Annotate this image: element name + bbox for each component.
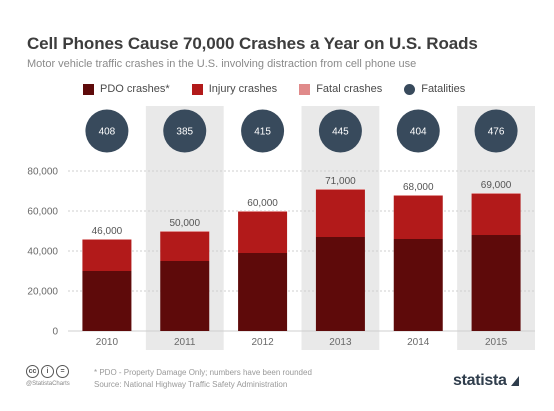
- fatalities-label: 476: [488, 127, 505, 138]
- bar-segment-fatal: [315, 189, 365, 190]
- total-data-label: 69,000: [481, 180, 512, 191]
- bar-segment-pdo: [82, 271, 132, 331]
- bar-segment-pdo: [160, 261, 210, 331]
- fatalities-label: 404: [410, 127, 427, 138]
- bar-segment-injury: [393, 195, 443, 239]
- total-data-label: 46,000: [92, 226, 123, 237]
- bar-segment-fatal: [471, 193, 521, 194]
- attribution-icon: i: [41, 365, 54, 378]
- bar-segment-fatal: [160, 231, 210, 232]
- bar-segment-injury: [238, 212, 288, 253]
- legend-swatch-injury: [191, 83, 203, 95]
- creative-commons-icon: cc: [26, 365, 39, 378]
- fatalities-circle: [474, 109, 518, 153]
- fatalities-label: 445: [332, 127, 349, 138]
- legend-swatch-pdo: [83, 83, 94, 95]
- chart-subtitle: Motor vehicle traffic crashes in the U.S…: [27, 58, 417, 70]
- fatalities-label: 408: [99, 127, 116, 138]
- legend-swatch-fatal: [299, 83, 311, 95]
- legend-item-injury: Injury crashes: [191, 83, 278, 95]
- legend-swatch-fatalities: [404, 83, 416, 95]
- bar-segment-injury: [471, 193, 521, 235]
- bar-segment-injury: [160, 231, 210, 261]
- x-tick-label: 2011: [174, 337, 196, 348]
- x-tick-label: 2013: [329, 337, 352, 348]
- x-tick-label: 2010: [96, 337, 119, 348]
- x-tick-label: 2015: [485, 337, 508, 348]
- chart-title: Cell Phones Cause 70,000 Crashes a Year …: [27, 34, 478, 53]
- source-note: Source: National Highway Traffic Safety …: [94, 380, 288, 389]
- legend-label-pdo: PDO crashes*: [100, 83, 170, 95]
- statista-logo: statista: [453, 372, 519, 390]
- logo-mark-icon: [510, 376, 519, 386]
- total-data-label: 50,000: [169, 218, 200, 229]
- bar-segment-fatal: [238, 211, 288, 212]
- fatalities-circle: [163, 109, 207, 153]
- bar-segment-injury: [82, 239, 132, 271]
- legend-item-pdo: PDO crashes*: [83, 83, 170, 95]
- total-data-label: 60,000: [247, 198, 278, 209]
- social-handle: @StatistaCharts: [26, 381, 70, 387]
- bar-segment-fatal: [82, 239, 132, 240]
- footnote: * PDO - Property Damage Only; numbers ha…: [94, 367, 312, 391]
- bar-segment-fatal: [393, 195, 443, 196]
- bar-segment-pdo: [471, 235, 521, 331]
- bar-segment-pdo: [393, 239, 443, 331]
- total-data-label: 71,000: [325, 176, 356, 187]
- y-tick-label: 80,000: [27, 167, 58, 178]
- legend-label-fatalities: Fatalities: [421, 83, 466, 95]
- fatalities-circle: [85, 109, 129, 153]
- bar-segment-pdo: [315, 237, 365, 331]
- x-tick-label: 2012: [251, 337, 274, 348]
- x-tick-label: 2014: [407, 337, 430, 348]
- fatalities-label: 385: [176, 127, 193, 138]
- bar-segment-pdo: [238, 253, 288, 331]
- total-data-label: 68,000: [403, 182, 434, 193]
- legend-item-fatalities: Fatalities: [404, 83, 465, 95]
- logo-text: statista: [453, 372, 507, 389]
- fatalities-circle: [241, 109, 285, 153]
- bar-segment-injury: [315, 190, 365, 237]
- legend: PDO crashes* Injury crashes Fatal crashe…: [83, 83, 487, 95]
- legend-label-injury: Injury crashes: [208, 83, 278, 95]
- y-tick-label: 20,000: [27, 287, 58, 298]
- legend-item-fatal: Fatal crashes: [299, 83, 382, 95]
- fatalities-circle: [318, 109, 362, 153]
- license-icons: cc i =: [26, 365, 71, 378]
- footnote-pdo: * PDO - Property Damage Only; numbers ha…: [94, 368, 312, 377]
- fatalities-label: 415: [254, 127, 271, 138]
- y-tick-label: 60,000: [27, 207, 58, 218]
- legend-label-fatal: Fatal crashes: [316, 83, 383, 95]
- y-tick-label: 40,000: [27, 247, 58, 258]
- fatalities-circle: [396, 109, 440, 153]
- no-derivatives-icon: =: [56, 365, 69, 378]
- y-tick-label: 0: [52, 327, 58, 338]
